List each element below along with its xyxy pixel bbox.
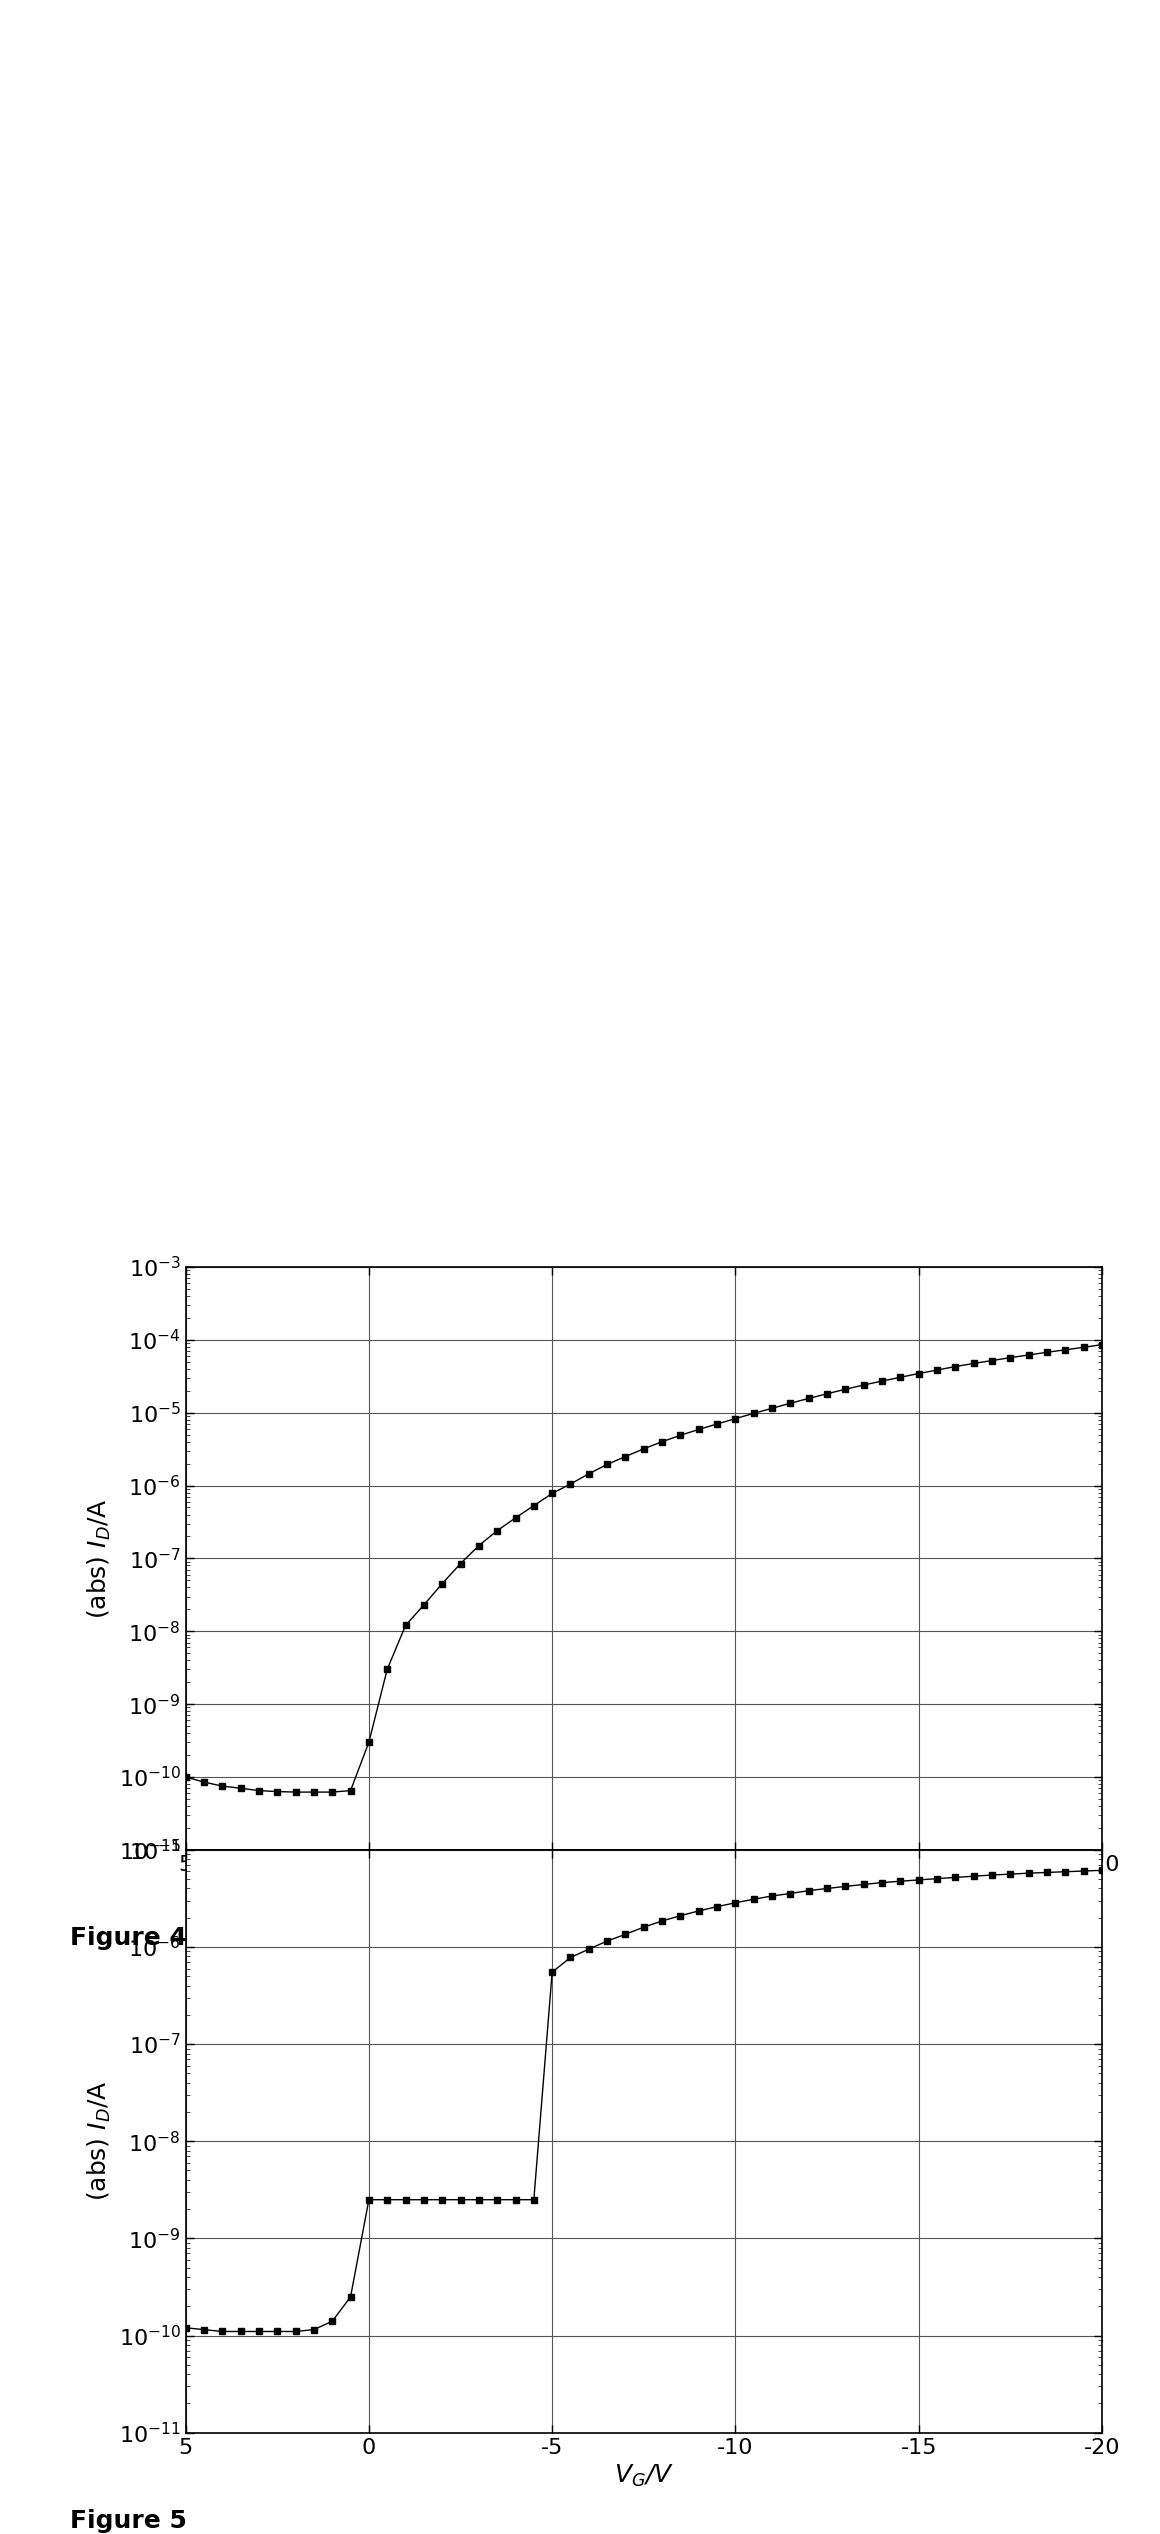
Y-axis label: (abs) $I_D$/A: (abs) $I_D$/A xyxy=(86,2080,113,2202)
Text: Figure 4: Figure 4 xyxy=(70,1926,187,1949)
Text: Figure 5: Figure 5 xyxy=(70,2509,187,2531)
X-axis label: $V_G$/V: $V_G$/V xyxy=(614,1880,674,1906)
Y-axis label: (abs) $I_D$/A: (abs) $I_D$/A xyxy=(86,1498,113,1619)
X-axis label: $V_G$/V: $V_G$/V xyxy=(614,2463,674,2488)
